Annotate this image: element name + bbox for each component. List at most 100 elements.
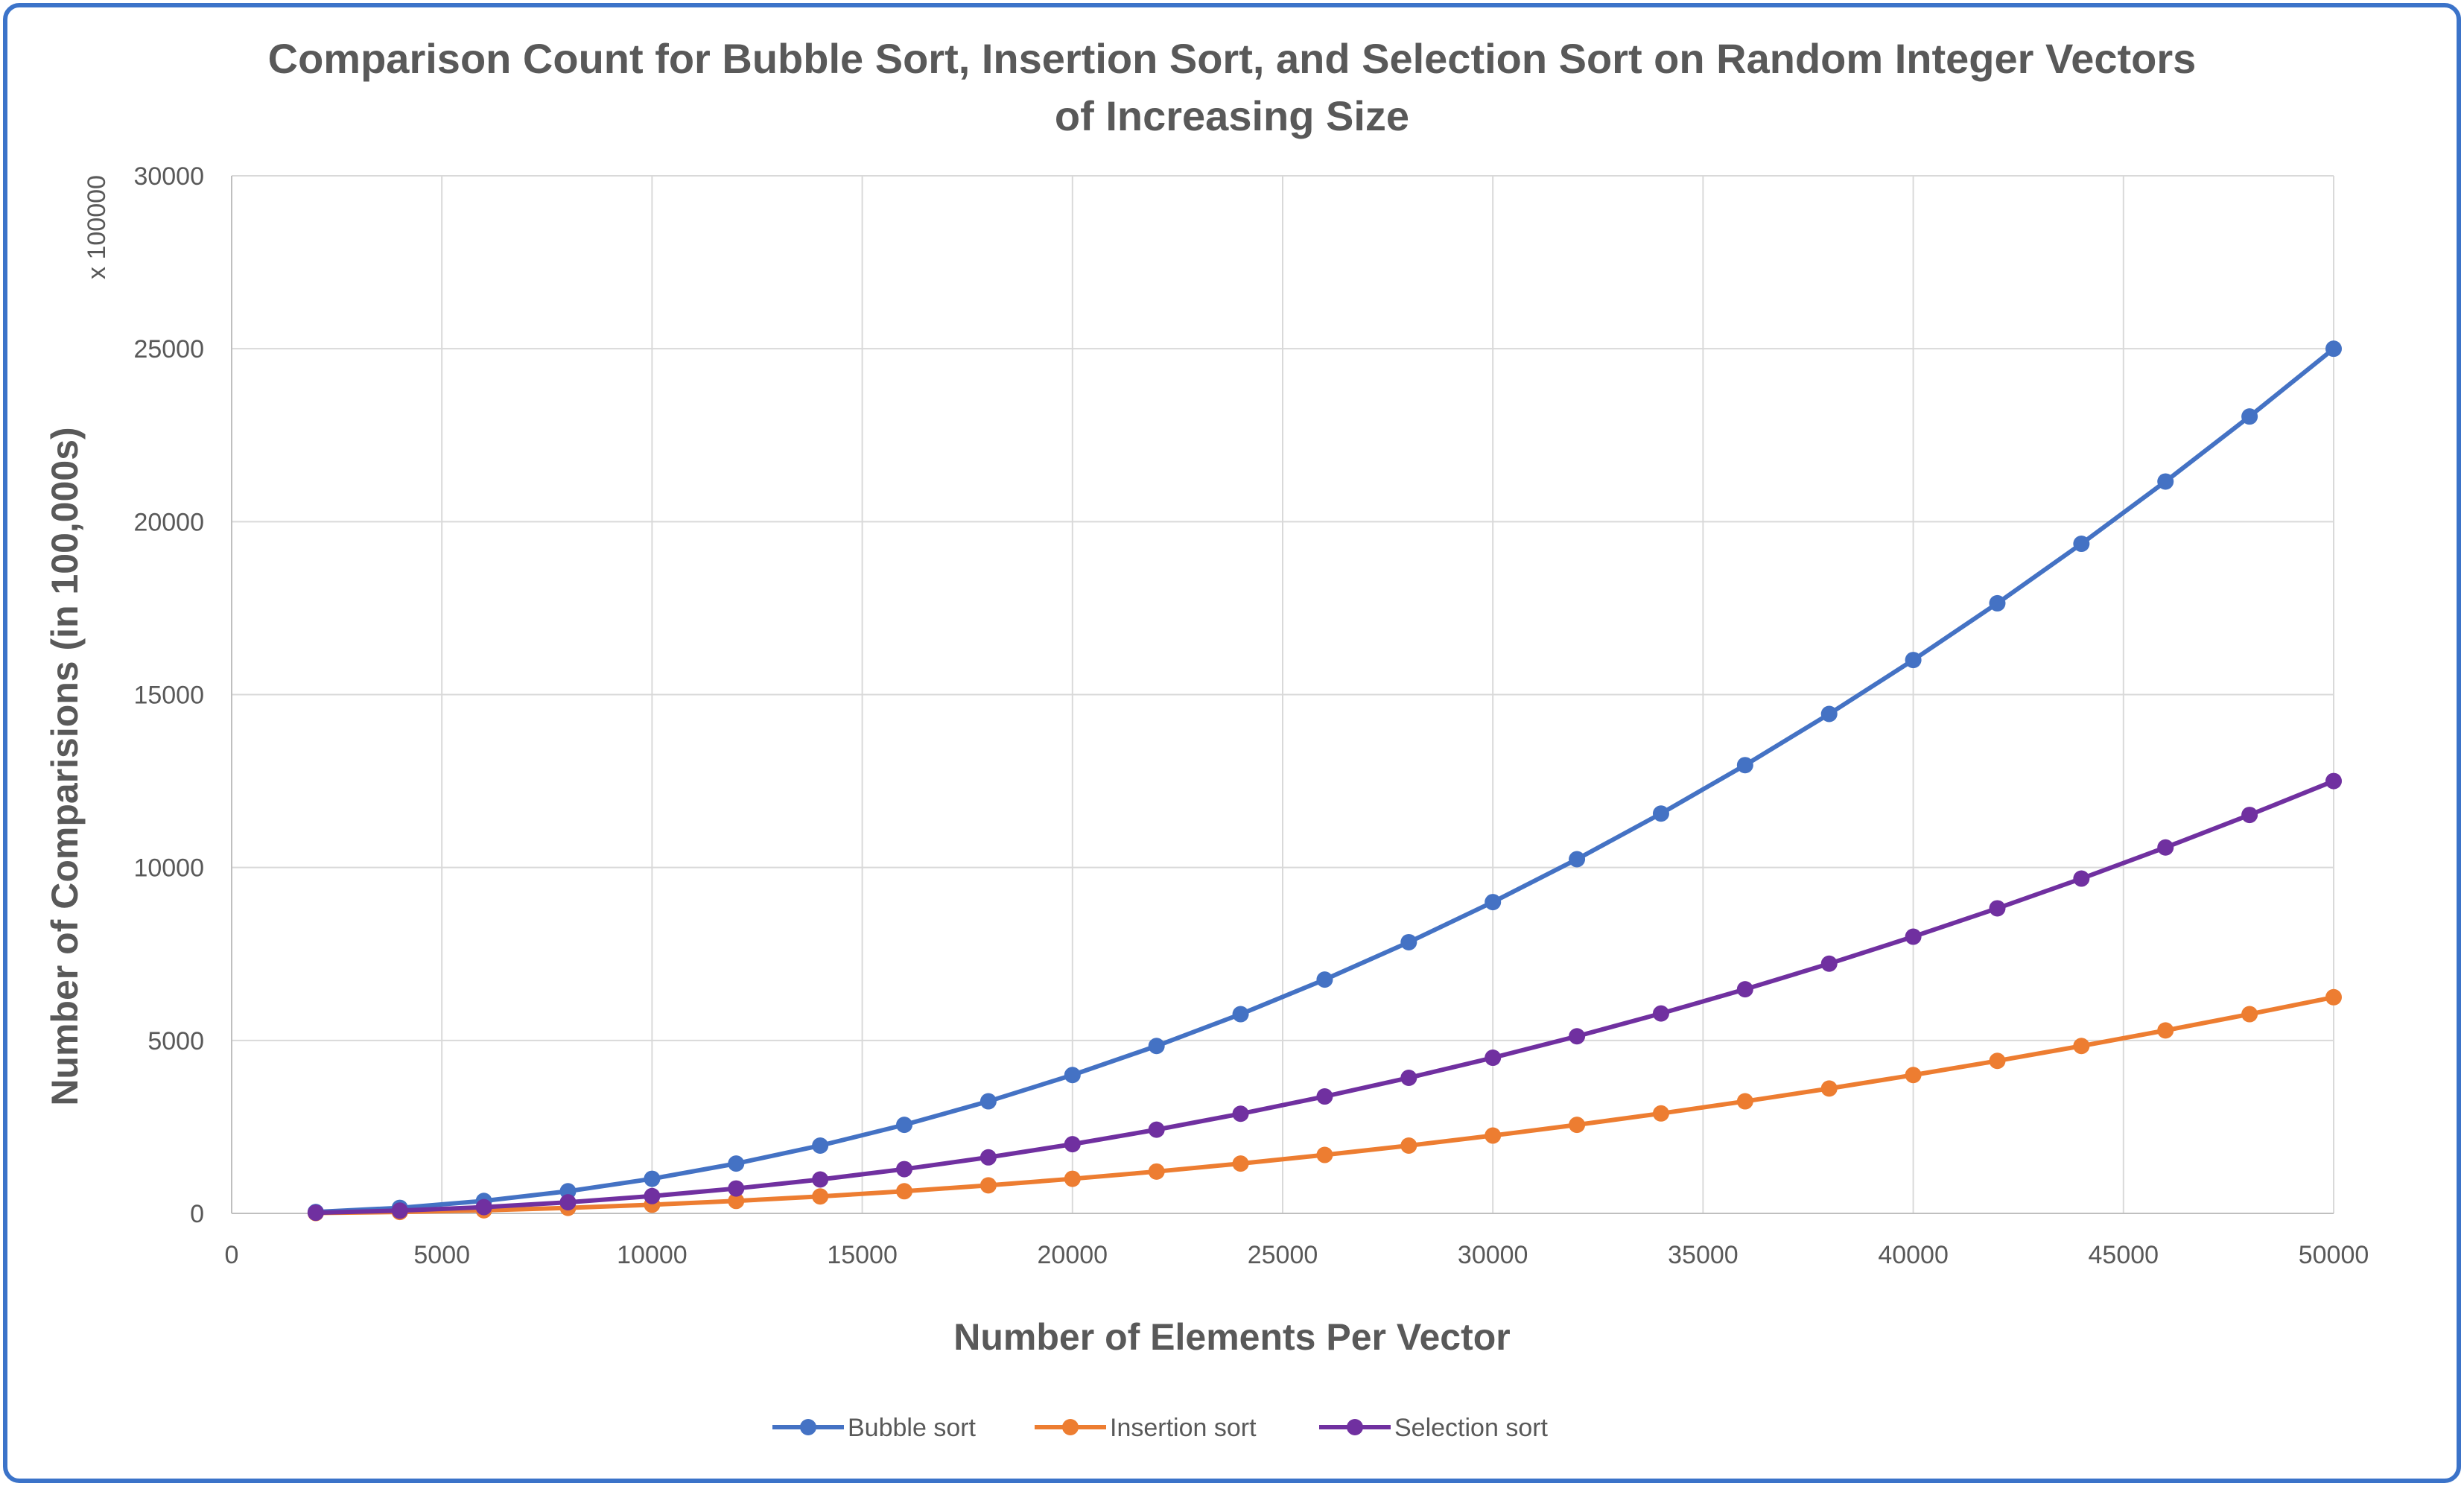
data-point-insertion-sort xyxy=(1064,1170,1081,1187)
data-point-selection-sort xyxy=(2073,870,2090,887)
data-series xyxy=(307,340,2342,1222)
data-point-selection-sort xyxy=(1989,900,2006,917)
data-point-insertion-sort xyxy=(1736,1093,1753,1110)
data-point-selection-sort xyxy=(2325,772,2342,790)
data-point-selection-sort xyxy=(644,1187,661,1204)
data-point-insertion-sort xyxy=(2157,1022,2174,1039)
data-point-insertion-sort xyxy=(812,1188,829,1205)
data-point-selection-sort xyxy=(1652,1005,1669,1022)
y-tick-label: 15000 xyxy=(133,682,204,710)
data-point-selection-sort xyxy=(1569,1028,1586,1045)
data-point-selection-sort xyxy=(896,1160,913,1178)
data-point-selection-sort xyxy=(1316,1088,1333,1105)
series-bubble-sort xyxy=(307,340,2342,1221)
data-point-bubble-sort xyxy=(728,1155,745,1172)
data-point-bubble-sort xyxy=(2325,340,2342,358)
data-point-insertion-sort xyxy=(1905,1067,1922,1084)
y-axis-unit-label: x 100000 xyxy=(83,175,111,279)
series-insertion-sort xyxy=(307,988,2342,1222)
y-tick-label: 30000 xyxy=(133,162,204,191)
data-point-selection-sort xyxy=(559,1194,577,1211)
x-tick-label: 30000 xyxy=(1458,1241,1528,1269)
data-point-insertion-sort xyxy=(2073,1038,2090,1055)
data-point-selection-sort xyxy=(1148,1121,1165,1138)
data-point-insertion-sort xyxy=(1400,1137,1417,1154)
data-point-insertion-sort xyxy=(1989,1052,2006,1070)
data-point-selection-sort xyxy=(307,1204,324,1222)
x-tick-label: 10000 xyxy=(617,1241,688,1269)
gridlines xyxy=(232,175,2334,1213)
y-tick-label: 10000 xyxy=(133,854,204,883)
data-point-bubble-sort xyxy=(979,1093,997,1110)
x-tick-label: 15000 xyxy=(827,1241,898,1269)
axes xyxy=(231,176,2334,1214)
data-point-selection-sort xyxy=(1400,1069,1417,1086)
data-point-bubble-sort xyxy=(1652,805,1669,822)
data-point-insertion-sort xyxy=(728,1193,745,1210)
chart-frame xyxy=(3,3,2461,1483)
data-point-bubble-sort xyxy=(1232,1006,1249,1023)
x-tick-label: 0 xyxy=(225,1241,239,1269)
data-point-bubble-sort xyxy=(2073,536,2090,553)
data-point-insertion-sort xyxy=(979,1177,997,1194)
data-point-bubble-sort xyxy=(1989,594,2006,612)
data-point-bubble-sort xyxy=(1736,757,1753,774)
legend: Bubble sort Insertion sort Selection sort xyxy=(772,1414,1549,1442)
data-point-insertion-sort xyxy=(1652,1105,1669,1122)
data-point-bubble-sort xyxy=(644,1170,661,1187)
x-tick-label: 35000 xyxy=(1668,1241,1739,1269)
y-tick-label: 5000 xyxy=(147,1027,204,1055)
data-point-bubble-sort xyxy=(1064,1067,1081,1084)
data-point-bubble-sort xyxy=(1569,851,1586,868)
chart-title-line-1: Comparison Count for Bubble Sort, Insert… xyxy=(268,35,2197,82)
chart-title: Comparison Count for Bubble Sort, Insert… xyxy=(268,35,2197,139)
data-point-insertion-sort xyxy=(896,1183,913,1200)
y-tick-label: 0 xyxy=(190,1200,204,1228)
legend-item-insertion-sort: Insertion sort xyxy=(1035,1414,1257,1442)
legend-item-selection-sort: Selection sort xyxy=(1319,1414,1549,1442)
data-point-selection-sort xyxy=(391,1202,408,1219)
legend-marker-selection-sort xyxy=(1347,1419,1363,1435)
y-tick-label: 20000 xyxy=(133,508,204,536)
x-tick-label: 5000 xyxy=(413,1241,470,1269)
data-point-bubble-sort xyxy=(1905,652,1922,669)
data-point-insertion-sort xyxy=(1148,1163,1165,1180)
data-point-selection-sort xyxy=(1064,1136,1081,1153)
x-axis-tick-labels: 0 5000 10000 15000 20000 25000 30000 35000 40000… xyxy=(225,1241,2369,1269)
legend-marker-insertion-sort xyxy=(1062,1419,1079,1435)
x-tick-label: 40000 xyxy=(1878,1241,1949,1269)
data-point-selection-sort xyxy=(1736,981,1753,998)
data-point-selection-sort xyxy=(1232,1105,1249,1123)
legend-label-selection-sort: Selection sort xyxy=(1394,1414,1549,1442)
legend-item-bubble-sort: Bubble sort xyxy=(772,1414,977,1442)
legend-label-insertion-sort: Insertion sort xyxy=(1110,1414,1257,1442)
data-point-insertion-sort xyxy=(1485,1127,1502,1144)
data-point-insertion-sort xyxy=(1232,1155,1249,1172)
data-point-bubble-sort xyxy=(2157,473,2174,490)
series-line-insertion-sort xyxy=(313,994,2336,1216)
series-line-bubble-sort xyxy=(313,346,2336,1215)
data-point-bubble-sort xyxy=(1820,705,1838,723)
series-selection-sort xyxy=(307,772,2342,1222)
data-point-selection-sort xyxy=(1485,1050,1502,1067)
data-point-insertion-sort xyxy=(1569,1117,1586,1134)
data-point-selection-sort xyxy=(979,1149,997,1166)
y-axis-tick-labels: 0 5000 10000 15000 20000 25000 30000 xyxy=(133,162,204,1228)
data-point-bubble-sort xyxy=(1400,933,1417,950)
data-point-insertion-sort xyxy=(1316,1146,1333,1163)
legend-marker-bubble-sort xyxy=(800,1419,816,1435)
data-point-bubble-sort xyxy=(896,1117,913,1134)
x-tick-label: 20000 xyxy=(1038,1241,1108,1269)
x-tick-label: 25000 xyxy=(1248,1241,1318,1269)
data-point-selection-sort xyxy=(475,1198,492,1216)
data-point-bubble-sort xyxy=(812,1137,829,1154)
legend-label-bubble-sort: Bubble sort xyxy=(848,1414,977,1442)
data-point-bubble-sort xyxy=(1316,971,1333,988)
data-point-bubble-sort xyxy=(2241,408,2258,425)
data-point-selection-sort xyxy=(1820,955,1838,972)
x-axis-title: Number of Elements Per Vector xyxy=(953,1316,1510,1358)
data-point-selection-sort xyxy=(812,1171,829,1188)
data-point-selection-sort xyxy=(2157,839,2174,856)
data-point-selection-sort xyxy=(1905,928,1922,945)
